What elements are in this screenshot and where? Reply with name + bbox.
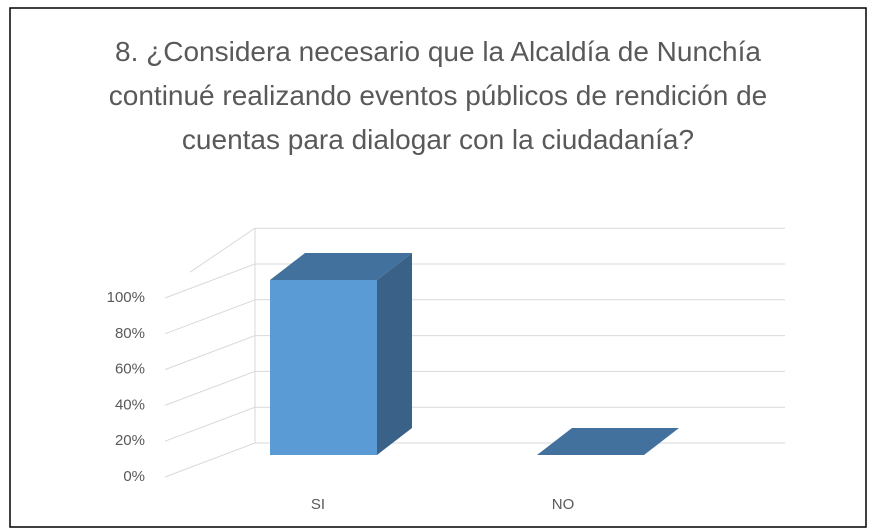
grid-line — [164, 263, 256, 299]
y-tick-label: 40% — [115, 396, 145, 413]
bar-side — [377, 253, 412, 455]
grid-line — [164, 299, 256, 335]
grid-line — [164, 370, 256, 406]
bar-top — [537, 428, 679, 455]
x-tick-label: SI — [311, 496, 325, 513]
x-tick-label: NO — [552, 496, 575, 513]
y-tick-label: 100% — [107, 289, 145, 306]
bar — [270, 253, 412, 455]
wall-top — [189, 227, 256, 273]
y-tick-label: 0% — [123, 468, 145, 485]
y-tick-label: 60% — [115, 361, 145, 378]
grid-line — [164, 406, 256, 442]
grid-line — [164, 335, 256, 371]
y-tick-label: 80% — [115, 325, 145, 342]
y-tick-label: 20% — [115, 432, 145, 449]
chart-border — [9, 7, 867, 528]
grid-line — [164, 442, 256, 478]
bar-front — [270, 280, 377, 455]
chart-title: 8. ¿Considera necesario que la Alcaldía … — [108, 36, 768, 155]
bar — [537, 428, 679, 455]
bar-top — [270, 253, 412, 280]
